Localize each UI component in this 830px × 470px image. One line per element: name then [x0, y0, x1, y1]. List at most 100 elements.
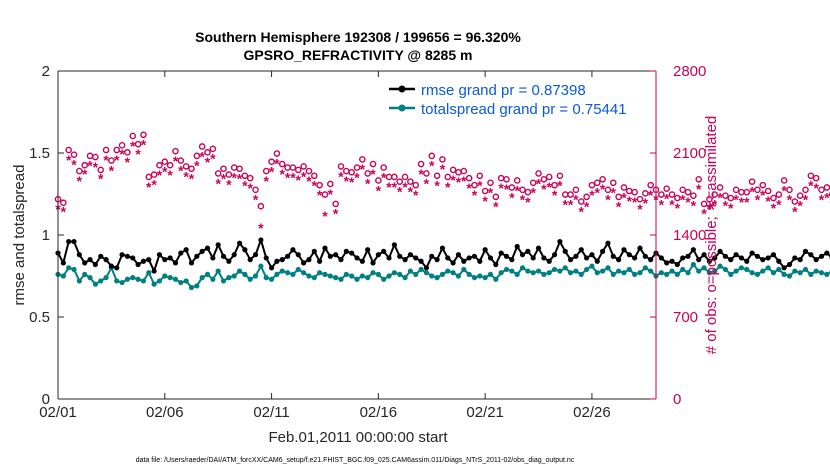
rmse-point: [669, 258, 675, 264]
rmse-point: [87, 257, 93, 263]
obs-possible-point: [182, 163, 190, 170]
obs-assimilated-point: *: [98, 171, 104, 187]
obs-possible-point: [97, 166, 105, 174]
totalspread-point: [413, 271, 419, 277]
obs-possible-point: [513, 177, 521, 184]
obs-assimilated-point: *: [349, 174, 355, 190]
obs-assimilated-point: *: [611, 185, 617, 201]
obs-assimilated-point: *: [797, 198, 803, 214]
obs-assimilated-point: *: [215, 175, 221, 191]
obs-possible-point: [262, 167, 270, 175]
obs-possible-point: [524, 188, 532, 196]
totalspread-point: [338, 276, 344, 282]
rmse-point: [583, 255, 590, 261]
rmse-point: [792, 255, 798, 261]
obs-assimilated-point: *: [280, 166, 286, 182]
obs-assimilated-point: *: [584, 199, 590, 215]
totalspread-point: [327, 273, 333, 279]
totalspread-point: [236, 268, 243, 274]
obs-assimilated-point: *: [520, 192, 526, 208]
rmse-point: [381, 248, 387, 254]
obs-possible-point: [759, 181, 767, 189]
rmse-point: [274, 258, 280, 264]
totalspread-point: [562, 265, 568, 271]
obs-possible-point: [583, 193, 590, 201]
obs-assimilated-point: *: [173, 153, 179, 169]
totalspread-point: [690, 261, 696, 268]
obs-assimilated-point: *: [445, 179, 451, 195]
obs-assimilated-point: *: [226, 176, 232, 192]
rmse-point: [236, 240, 243, 246]
obs-possible-point: [380, 164, 387, 171]
totalspread-point: [375, 271, 381, 277]
obs-possible-point: [166, 161, 174, 169]
totalspread-point: [386, 273, 392, 279]
rmse-point: [626, 252, 632, 258]
obs-assimilated-point: *: [66, 152, 72, 168]
totalspread-point: [87, 275, 93, 281]
rmse-point: [765, 255, 771, 261]
obs-assimilated-point: *: [269, 164, 275, 180]
obs-possible-point: [316, 181, 323, 189]
totalspread-point: [418, 266, 424, 273]
totalspread-point: [274, 271, 280, 277]
obs-possible-point: [161, 158, 169, 166]
obs-possible-point: [241, 172, 249, 180]
rmse-point: [482, 247, 488, 253]
obs-assimilated-point: *: [466, 180, 472, 196]
totalspread-point: [770, 270, 777, 276]
obs-assimilated-point: *: [685, 194, 691, 210]
totalspread-point: [429, 273, 435, 279]
obs-possible-point: [252, 186, 259, 194]
obs-possible-point: [294, 166, 302, 174]
rmse-point: [194, 253, 200, 259]
obs-assimilated-point: *: [306, 173, 312, 189]
rmse-point: [487, 255, 494, 261]
obs-assimilated-point: *: [723, 198, 729, 214]
obs-assimilated-point: *: [322, 208, 328, 224]
obs-assimilated-point: *: [792, 203, 798, 219]
legend-spread-label: totalspread grand pr = 0.75441: [421, 101, 627, 118]
obs-assimilated-point: *: [247, 180, 253, 196]
rmse-point: [258, 237, 264, 243]
totalspread-point: [434, 275, 440, 281]
rmse-point: [503, 253, 510, 259]
rmse-point: [226, 258, 232, 264]
rmse-point: [808, 252, 814, 258]
obs-possible-point: [481, 187, 489, 195]
rmse-point: [333, 252, 339, 258]
obs-assimilated-point: *: [71, 157, 77, 173]
obs-assimilated-point: *: [632, 194, 638, 210]
totalspread-point: [349, 273, 355, 279]
rmse-point: [461, 258, 467, 264]
obs-possible-point: [471, 181, 478, 189]
rmse-point: [71, 238, 77, 245]
obs-possible-point: [65, 146, 72, 154]
obs-assimilated-point: *: [616, 199, 622, 215]
obs-assimilated-point: *: [141, 137, 147, 153]
obs-possible-point: [567, 191, 574, 198]
rmse-point: [76, 252, 82, 258]
obs-possible-point: [812, 174, 820, 182]
obs-possible-point: [754, 186, 761, 194]
obs-assimilated-point: *: [461, 173, 467, 189]
obs-assimilated-point: *: [87, 158, 93, 174]
obs-assimilated-point: *: [290, 169, 296, 185]
obs-possible-point: [220, 165, 227, 173]
obs-assimilated-point: *: [429, 158, 435, 174]
rmse-point: [295, 252, 301, 258]
rmse-point: [685, 253, 691, 259]
rmse-point: [413, 255, 419, 261]
obs-assimilated-point: *: [696, 181, 702, 197]
obs-assimilated-point: *: [130, 138, 136, 154]
rmse-point: [760, 257, 766, 263]
obs-assimilated-point: *: [637, 201, 643, 217]
obs-possible-point: [81, 161, 88, 169]
obs-possible-point: [722, 192, 729, 199]
totalspread-point: [482, 275, 488, 281]
totalspread-point: [744, 266, 750, 273]
obs-possible-point: [593, 179, 601, 187]
totalspread-point: [119, 279, 125, 286]
rmse-point: [359, 258, 365, 264]
